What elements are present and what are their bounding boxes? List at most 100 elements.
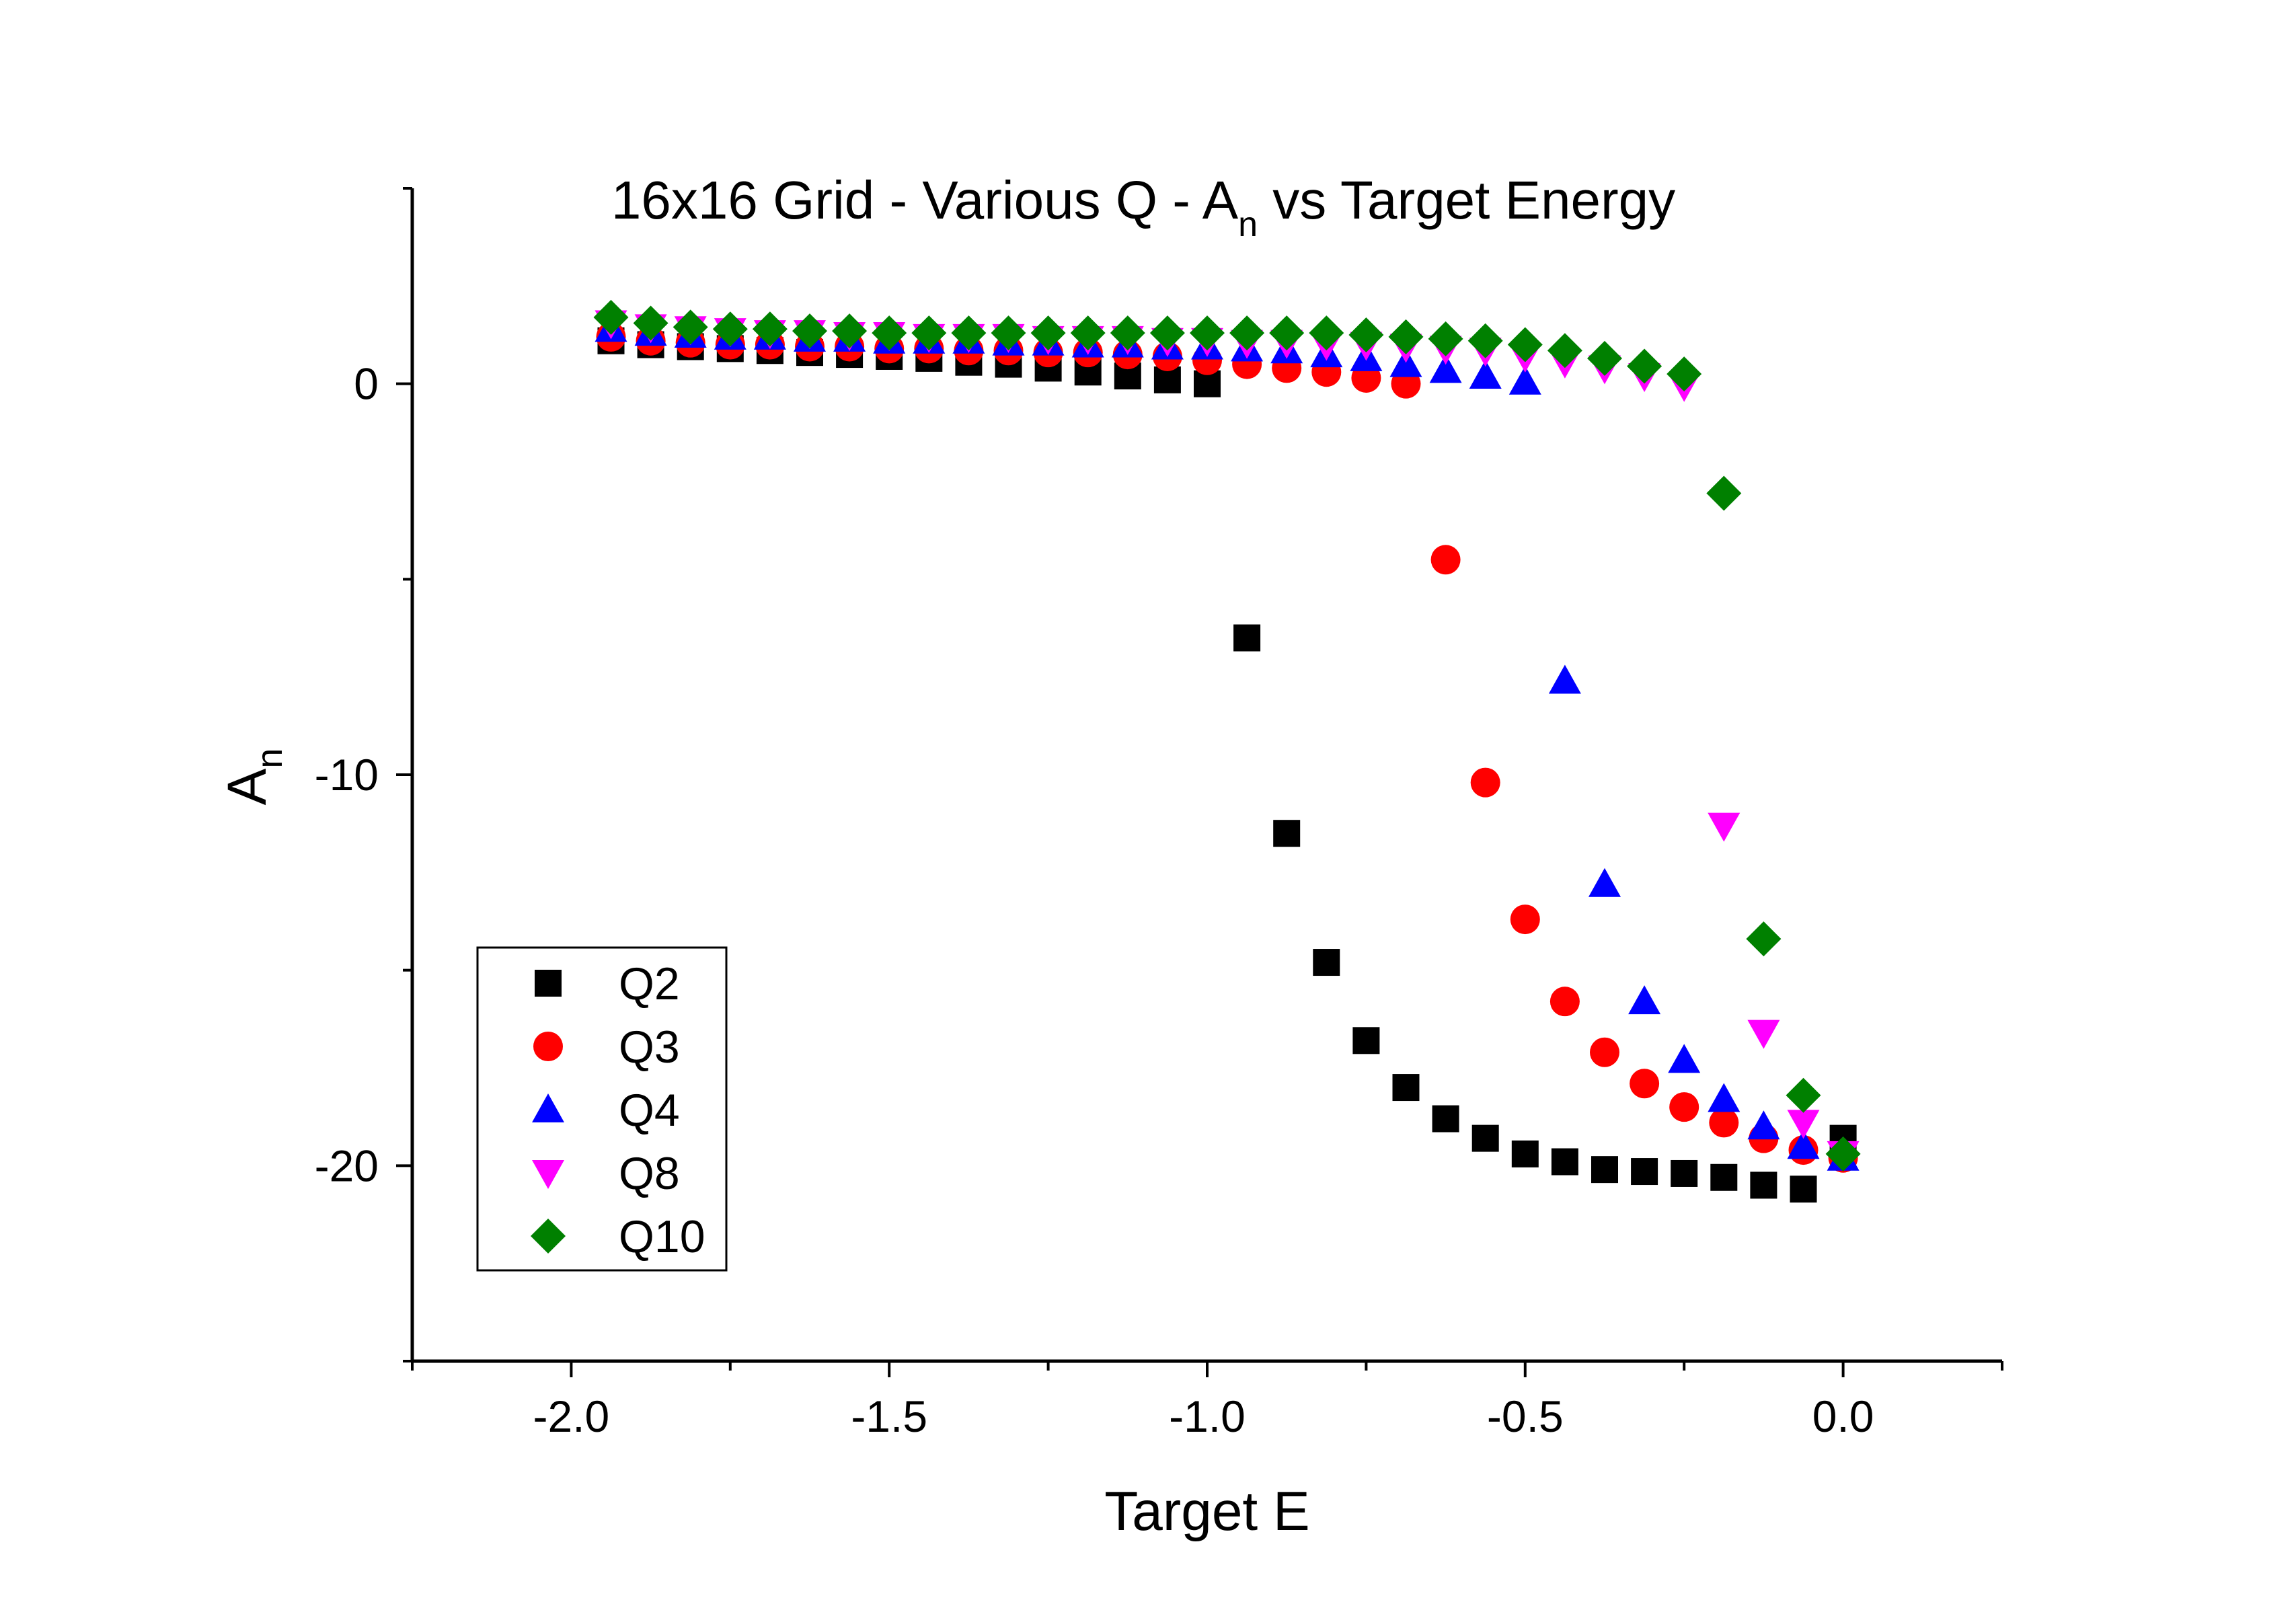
data-point bbox=[1190, 315, 1225, 351]
x-tick-label: -1.0 bbox=[1169, 1391, 1246, 1441]
data-point bbox=[673, 309, 708, 345]
data-point bbox=[752, 311, 788, 347]
data-point bbox=[593, 299, 629, 335]
legend-box bbox=[476, 946, 728, 1272]
data-point bbox=[1313, 949, 1340, 976]
data-point bbox=[832, 313, 868, 349]
data-point bbox=[1388, 319, 1424, 354]
data-point bbox=[1030, 315, 1066, 351]
legend: Q2 Q3 Q4 Q8 Q10 bbox=[476, 946, 728, 1272]
legend-label-q3: Q3 bbox=[619, 1022, 680, 1073]
data-point bbox=[1628, 985, 1661, 1015]
data-point bbox=[1630, 1069, 1660, 1099]
data-point bbox=[1233, 624, 1261, 652]
data-point bbox=[633, 305, 668, 341]
legend-label-q10: Q10 bbox=[619, 1211, 705, 1262]
data-point bbox=[911, 315, 947, 351]
data-point bbox=[1706, 475, 1742, 511]
data-point bbox=[1269, 315, 1305, 351]
series-q10 bbox=[593, 299, 1861, 1171]
legend-marker-q10 bbox=[531, 1219, 566, 1254]
data-point bbox=[1429, 354, 1462, 383]
data-point bbox=[1589, 868, 1621, 897]
legend-label-q2: Q2 bbox=[619, 958, 680, 1009]
data-point bbox=[1708, 1083, 1740, 1112]
data-point bbox=[1508, 365, 1541, 395]
y-ticks: -20 -10 0 bbox=[315, 187, 412, 1362]
chart-title-main: 16x16 Grid - Various Q - A bbox=[611, 170, 1239, 230]
data-point bbox=[1591, 1156, 1618, 1184]
data-point bbox=[1392, 1074, 1420, 1102]
data-point bbox=[1432, 1105, 1459, 1132]
x-ticks: -2.0 -1.5 -1.0 -0.5 0.0 bbox=[411, 1361, 2003, 1441]
data-point bbox=[1428, 321, 1463, 356]
data-point bbox=[1549, 987, 1580, 1017]
y-tick-label: -20 bbox=[315, 1141, 379, 1190]
data-point bbox=[792, 313, 827, 349]
x-tick-label: -2.0 bbox=[533, 1391, 610, 1441]
data-point bbox=[1469, 360, 1502, 389]
data-point bbox=[1668, 1044, 1701, 1073]
data-point bbox=[1510, 905, 1540, 935]
data-point bbox=[1671, 1159, 1698, 1187]
data-point bbox=[951, 315, 987, 351]
x-tick-label: -0.5 bbox=[1487, 1391, 1564, 1441]
data-point bbox=[1110, 315, 1145, 351]
data-point bbox=[1547, 333, 1582, 369]
data-point bbox=[1273, 820, 1301, 847]
data-point bbox=[1627, 348, 1662, 384]
data-point bbox=[872, 315, 907, 351]
data-point bbox=[1825, 1136, 1861, 1171]
data-point bbox=[1708, 812, 1740, 842]
data-point bbox=[1787, 1130, 1820, 1159]
legend-marker-q3 bbox=[533, 1032, 563, 1061]
data-point bbox=[1667, 356, 1702, 392]
data-point bbox=[1507, 327, 1543, 362]
data-point bbox=[1471, 1124, 1499, 1152]
data-point bbox=[1352, 1027, 1380, 1054]
data-point bbox=[1548, 664, 1581, 694]
data-point bbox=[1790, 1176, 1817, 1203]
legend-label-q4: Q4 bbox=[619, 1085, 680, 1136]
data-point bbox=[1070, 315, 1106, 351]
data-point bbox=[1467, 323, 1503, 358]
data-point bbox=[1348, 317, 1384, 352]
data-point bbox=[1149, 315, 1185, 351]
chart-title-subscript: n bbox=[1238, 205, 1258, 244]
y-axis-label-subscript: n bbox=[250, 748, 290, 769]
data-point bbox=[991, 315, 1026, 351]
data-point bbox=[1590, 1037, 1619, 1067]
legend-label-q8: Q8 bbox=[619, 1148, 680, 1199]
chart-title-suffix: vs Target Energy bbox=[1258, 170, 1675, 230]
chart-title: 16x16 Grid - Various Q - An vs Target En… bbox=[611, 170, 1675, 244]
data-point bbox=[1669, 1092, 1699, 1122]
y-axis-label-main: A bbox=[217, 768, 278, 805]
data-point bbox=[1511, 1140, 1539, 1167]
legend-marker-q2 bbox=[535, 970, 562, 997]
y-tick-label: 0 bbox=[354, 359, 379, 409]
x-axis-label: Target E bbox=[1104, 1481, 1309, 1542]
y-axis-label: An bbox=[217, 748, 290, 806]
data-point bbox=[1747, 1110, 1780, 1140]
data-point bbox=[1229, 315, 1265, 351]
data-point bbox=[1309, 315, 1344, 351]
legend-marker-q8 bbox=[532, 1160, 564, 1189]
data-point bbox=[1631, 1158, 1658, 1186]
data-point bbox=[1710, 1163, 1738, 1191]
data-point bbox=[1470, 767, 1500, 798]
data-point bbox=[1787, 1110, 1820, 1139]
data-point bbox=[1551, 1148, 1578, 1176]
data-point bbox=[1746, 921, 1782, 957]
data-point bbox=[1750, 1171, 1777, 1199]
legend-marker-q4 bbox=[532, 1093, 564, 1122]
y-tick-label: -10 bbox=[315, 750, 379, 800]
data-point bbox=[1430, 545, 1461, 575]
data-point bbox=[1747, 1020, 1780, 1049]
data-point bbox=[1587, 340, 1622, 376]
x-tick-label: 0.0 bbox=[1812, 1391, 1874, 1441]
x-tick-label: -1.5 bbox=[851, 1391, 927, 1441]
data-series bbox=[593, 299, 1861, 1203]
data-point bbox=[1786, 1077, 1821, 1113]
